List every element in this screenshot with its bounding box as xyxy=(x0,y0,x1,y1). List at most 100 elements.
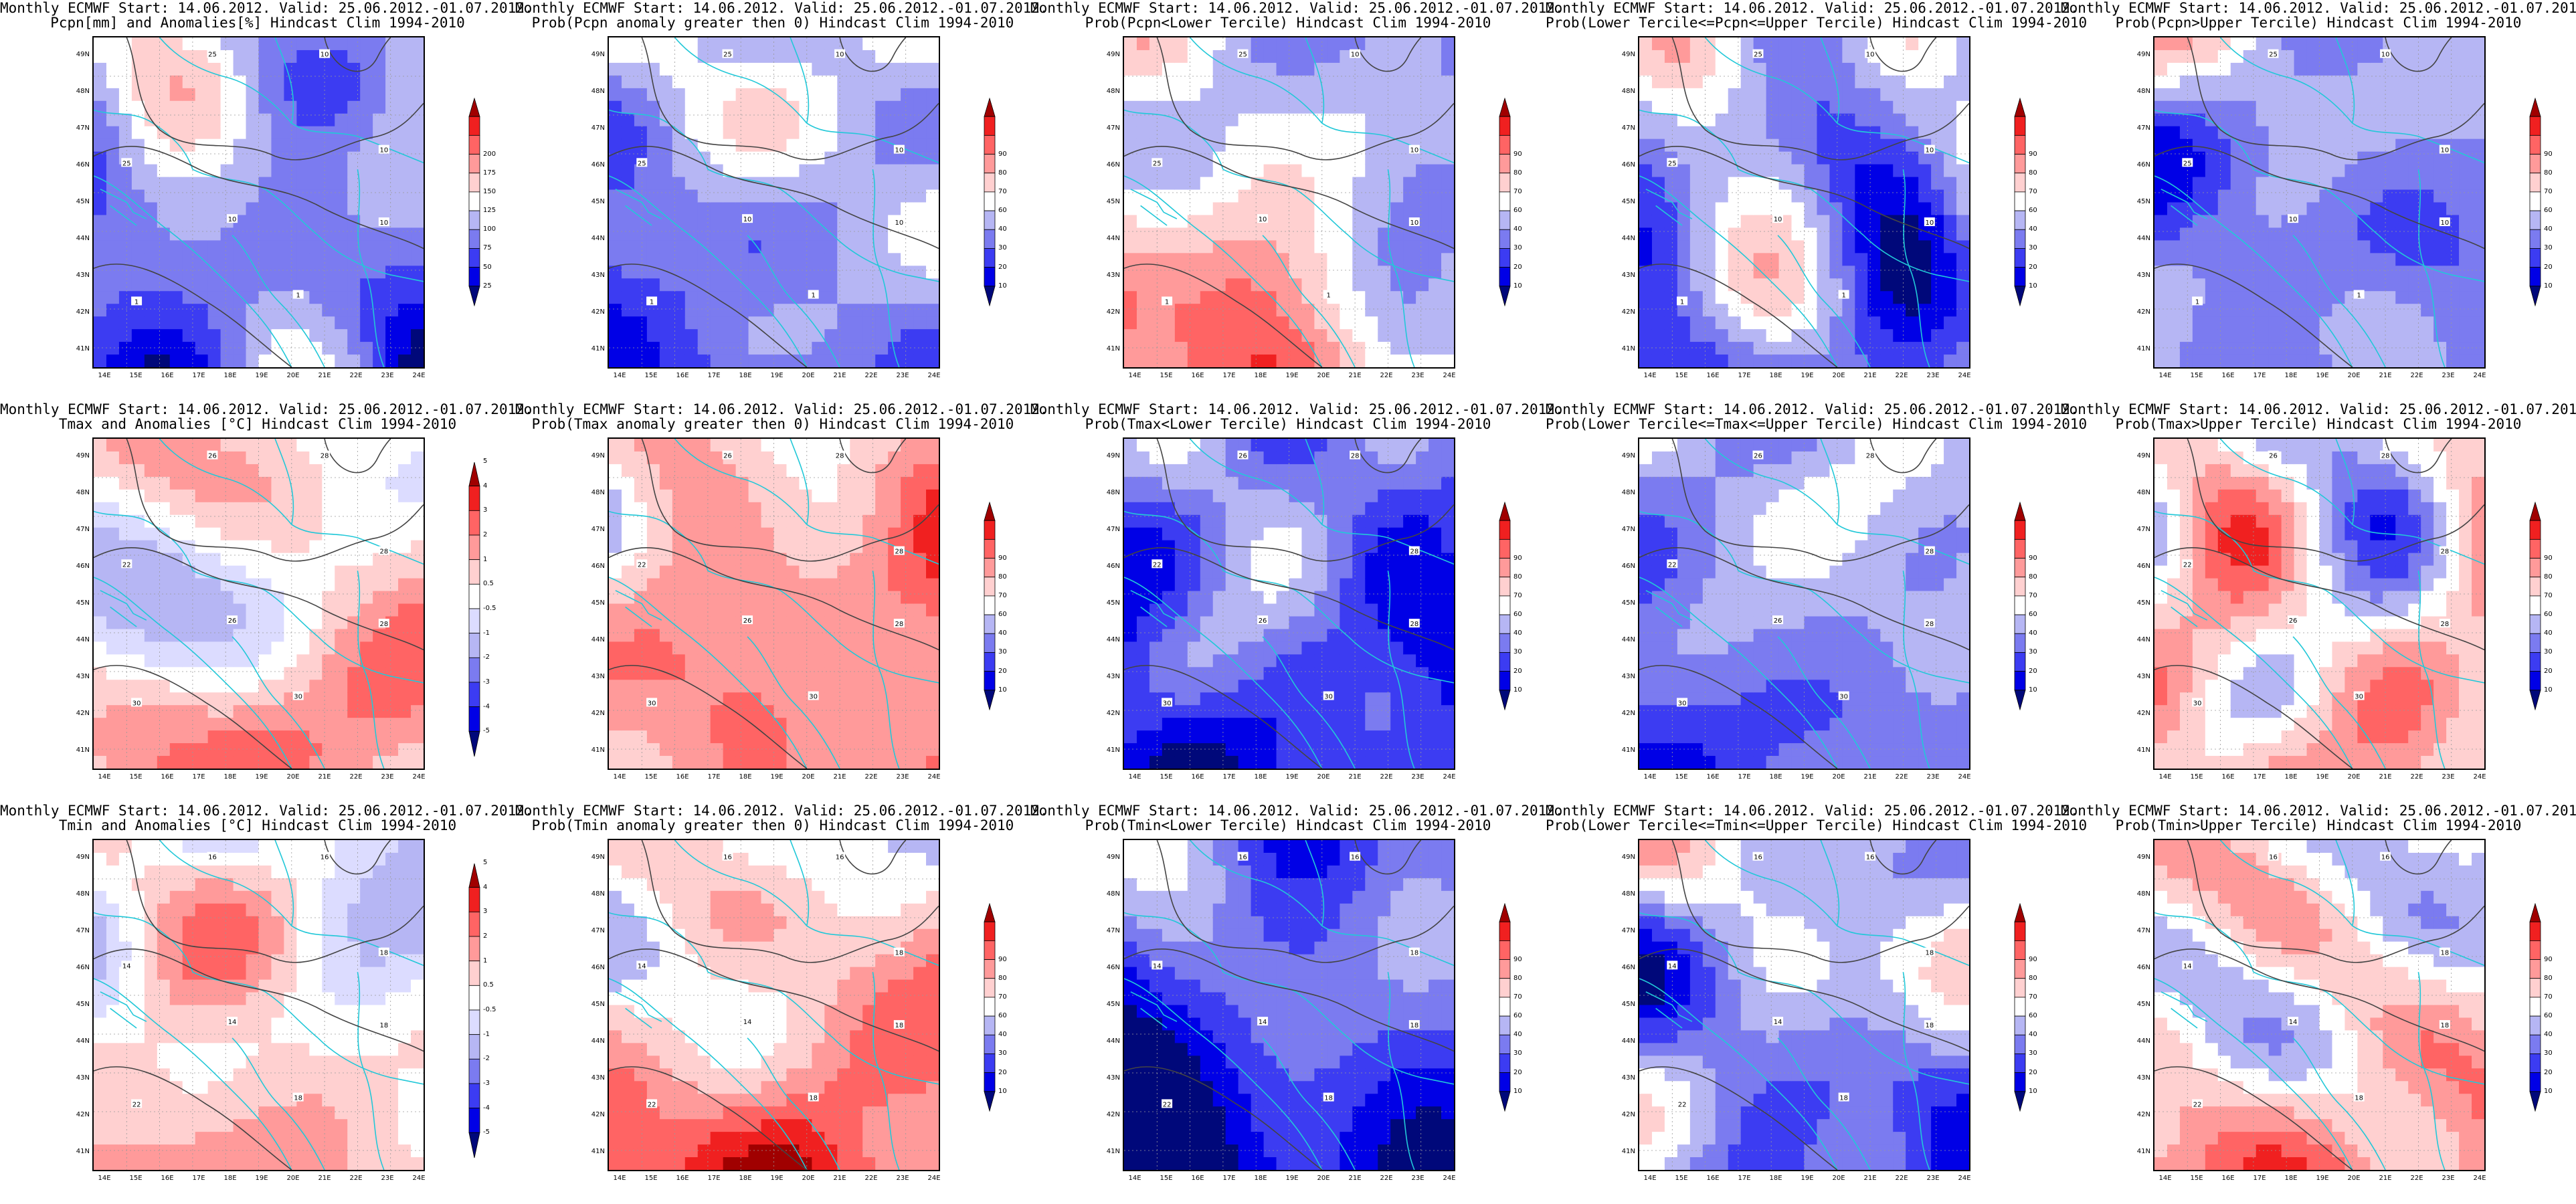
field-cell xyxy=(2294,291,2308,304)
field-cell xyxy=(1689,202,1704,216)
field-cell xyxy=(373,476,386,490)
field-cell xyxy=(609,189,622,203)
field-cell xyxy=(1817,215,1831,229)
field-cell xyxy=(373,756,386,769)
field-cell xyxy=(309,253,323,266)
field-cell xyxy=(182,476,196,490)
field-cell xyxy=(2433,62,2447,76)
field-cell xyxy=(748,253,762,266)
colorbar-segment xyxy=(1499,191,1511,211)
field-cell xyxy=(2268,266,2282,279)
field-cell xyxy=(1791,75,1805,89)
field-cell xyxy=(748,680,762,693)
field-cell xyxy=(2383,329,2396,342)
field-cell xyxy=(735,743,749,757)
field-cell xyxy=(411,138,424,153)
field-cell xyxy=(710,202,724,216)
field-cell xyxy=(684,603,699,617)
field-cell xyxy=(1791,49,1805,64)
field-cell xyxy=(258,527,272,541)
field-cell xyxy=(1778,164,1792,178)
field-cell xyxy=(169,49,183,64)
field-cell xyxy=(2281,291,2295,304)
field-cell xyxy=(2472,164,2484,178)
field-cell xyxy=(1162,278,1176,292)
field-cell xyxy=(347,476,361,490)
field-cell xyxy=(735,113,749,127)
field-cell xyxy=(94,126,107,140)
field-cell xyxy=(1136,164,1150,178)
field-cell xyxy=(2154,329,2168,342)
field-cell xyxy=(258,439,272,452)
field-cell xyxy=(1906,113,1919,127)
field-cell xyxy=(837,189,850,203)
field-cell xyxy=(360,476,373,490)
field-cell xyxy=(335,654,348,668)
field-cell xyxy=(850,113,863,127)
field-cell xyxy=(1804,215,1818,229)
field-cell xyxy=(761,680,775,693)
field-cell xyxy=(646,329,660,342)
field-cell xyxy=(913,329,927,342)
field-cell xyxy=(1766,49,1780,64)
field-cell xyxy=(1728,202,1742,216)
field-cell xyxy=(888,177,901,191)
field-cell xyxy=(284,151,297,165)
field-cell xyxy=(1212,278,1226,292)
field-cell xyxy=(144,151,158,165)
field-cell xyxy=(1842,329,1855,342)
field-cell xyxy=(609,718,622,731)
colorbar-segment xyxy=(2529,229,2541,249)
field-cell xyxy=(824,151,838,165)
field-cell xyxy=(157,37,171,51)
field-cell xyxy=(284,278,297,292)
field-cell xyxy=(309,756,323,769)
field-cell xyxy=(1639,113,1653,127)
field-cell xyxy=(1867,138,1881,153)
field-cell xyxy=(1225,227,1239,241)
field-cell xyxy=(862,113,876,127)
field-cell xyxy=(2332,304,2346,317)
field-cell xyxy=(1390,37,1404,51)
field-cell xyxy=(875,177,889,191)
field-cell xyxy=(1906,100,1919,114)
field-cell xyxy=(1289,304,1303,317)
field-cell xyxy=(1651,227,1665,241)
field-cell xyxy=(131,705,145,718)
field-cell xyxy=(157,553,171,567)
field-cell xyxy=(322,692,335,706)
field-cell xyxy=(1289,62,1303,76)
field-cell xyxy=(296,113,310,127)
field-cell xyxy=(220,439,234,452)
field-cell xyxy=(220,680,234,693)
contour-label-bg xyxy=(2380,49,2391,58)
field-cell xyxy=(2205,126,2219,140)
field-cell xyxy=(1906,75,1919,89)
field-cell xyxy=(1390,113,1404,127)
field-cell xyxy=(2268,291,2282,304)
field-cell xyxy=(195,667,209,680)
field-cell xyxy=(144,439,158,452)
field-cell xyxy=(1200,75,1214,89)
field-cell xyxy=(322,464,335,478)
field-cell xyxy=(2192,37,2206,51)
field-cell xyxy=(1263,240,1277,254)
field-cell xyxy=(1753,329,1767,342)
field-cell xyxy=(1740,75,1754,89)
field-cell xyxy=(360,266,373,279)
field-cell xyxy=(761,616,775,630)
field-cell xyxy=(2459,126,2472,140)
field-cell xyxy=(2357,342,2371,355)
field-cell xyxy=(2306,151,2320,165)
field-cell xyxy=(646,126,660,140)
field-cell xyxy=(195,126,209,140)
field-cell xyxy=(684,705,699,718)
field-cell xyxy=(609,629,622,642)
field-cell xyxy=(684,616,699,630)
field-cell xyxy=(875,37,889,51)
field-cell xyxy=(697,100,711,114)
field-cell xyxy=(335,266,348,279)
contour-label: 30 xyxy=(294,694,302,701)
field-cell xyxy=(1817,266,1831,279)
colorbar-segment xyxy=(2529,173,2541,193)
